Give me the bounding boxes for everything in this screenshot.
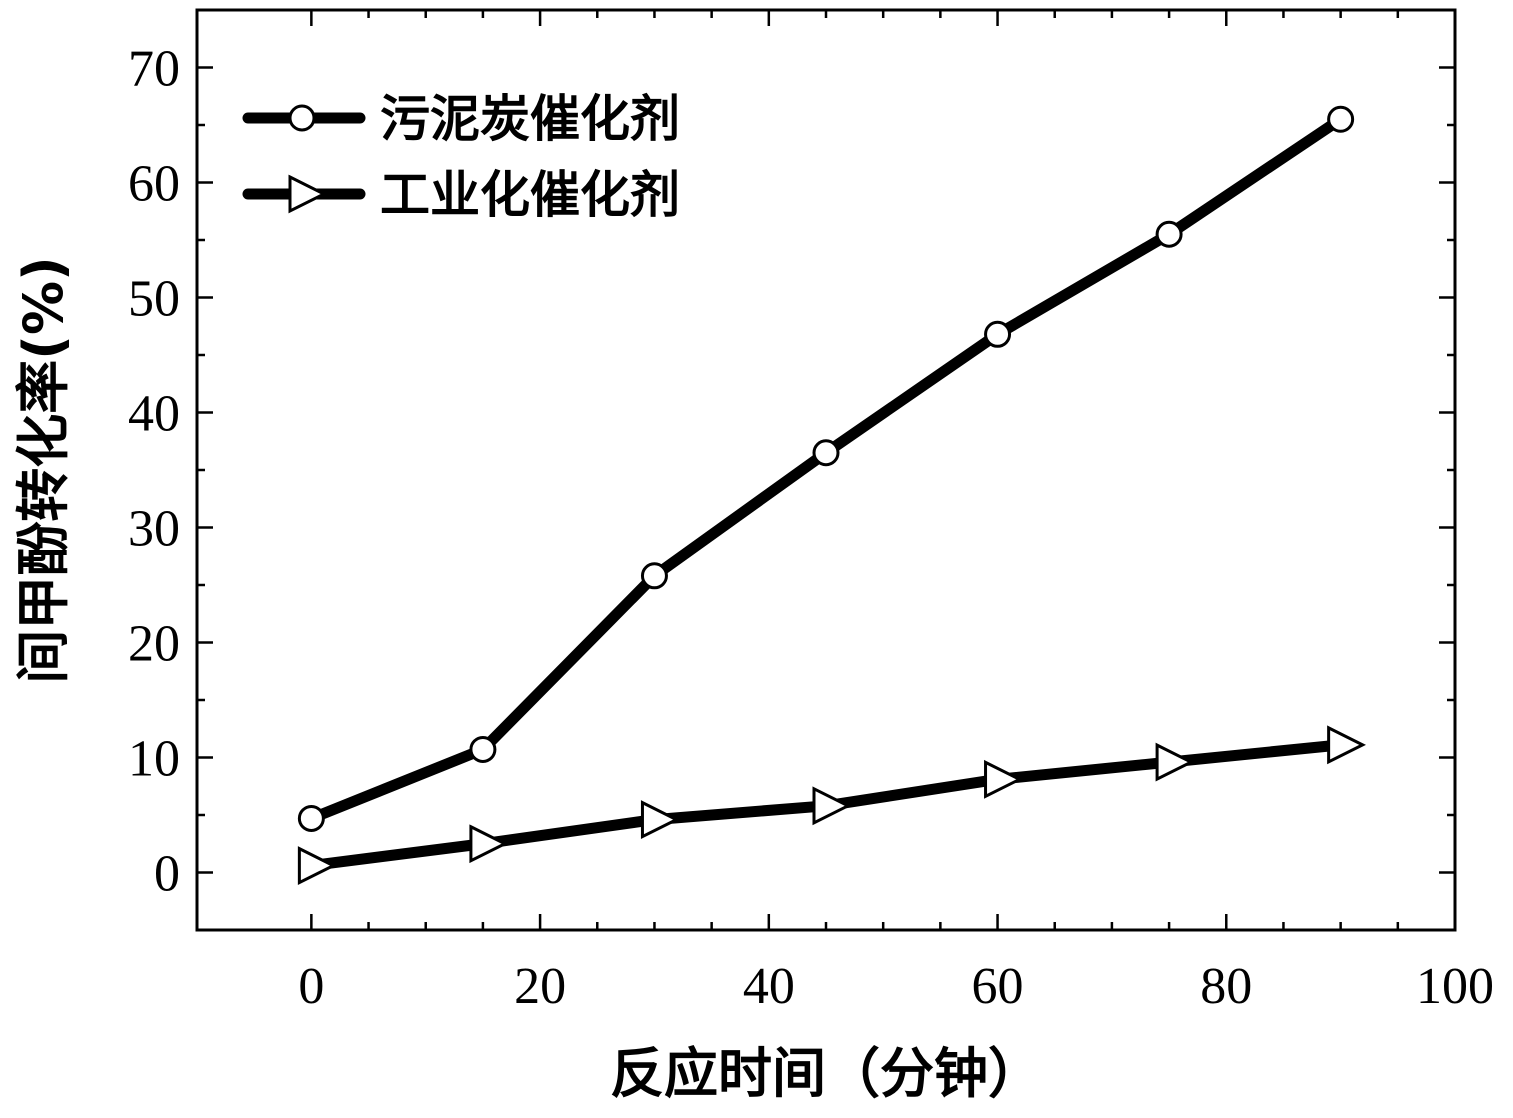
legend-label: 污泥炭催化剂	[380, 90, 680, 148]
legend-marker	[288, 104, 316, 132]
y-tick-label: 20	[128, 616, 180, 673]
data-point	[812, 786, 852, 826]
data-point	[297, 804, 325, 832]
y-tick-label: 70	[128, 41, 180, 98]
data-point	[297, 846, 337, 886]
data-point	[469, 824, 509, 864]
x-tick-label: 80	[1200, 958, 1252, 1015]
legend-label: 工业化催化剂	[380, 166, 680, 224]
y-tick-label: 30	[128, 501, 180, 558]
data-point	[1327, 105, 1355, 133]
data-point	[984, 759, 1023, 799]
series-layer	[297, 105, 1366, 886]
data-point	[1155, 742, 1195, 782]
y-tick-label: 60	[128, 156, 180, 213]
data-point	[812, 439, 840, 467]
y-tick-label: 50	[128, 271, 180, 328]
x-tick-label: 100	[1416, 958, 1494, 1015]
data-point	[469, 735, 497, 763]
data-point	[1155, 220, 1183, 248]
axis-ticks: 0 20 40 60 80 100 0 10 20 30 40 50 60 70	[128, 8, 1494, 1015]
x-axis-title: 反应时间（分钟）	[610, 1042, 1042, 1105]
x-tick-label: 60	[972, 958, 1024, 1015]
x-tick-label: 0	[298, 958, 324, 1015]
data-point	[984, 320, 1012, 348]
legend-marker	[288, 174, 328, 214]
data-point	[640, 800, 680, 840]
series-line	[305, 113, 1347, 824]
data-point	[640, 562, 668, 590]
x-tick-label: 20	[514, 958, 566, 1015]
series-1	[297, 105, 1355, 832]
y-tick-label: 40	[128, 386, 180, 443]
y-tick-label: 0	[154, 846, 180, 903]
data-point	[1327, 725, 1366, 765]
series-2	[297, 725, 1366, 886]
x-tick-label: 40	[743, 958, 795, 1015]
y-axis-title: 间甲酚转化率(%)	[12, 256, 75, 683]
y-tick-label: 10	[128, 731, 180, 788]
